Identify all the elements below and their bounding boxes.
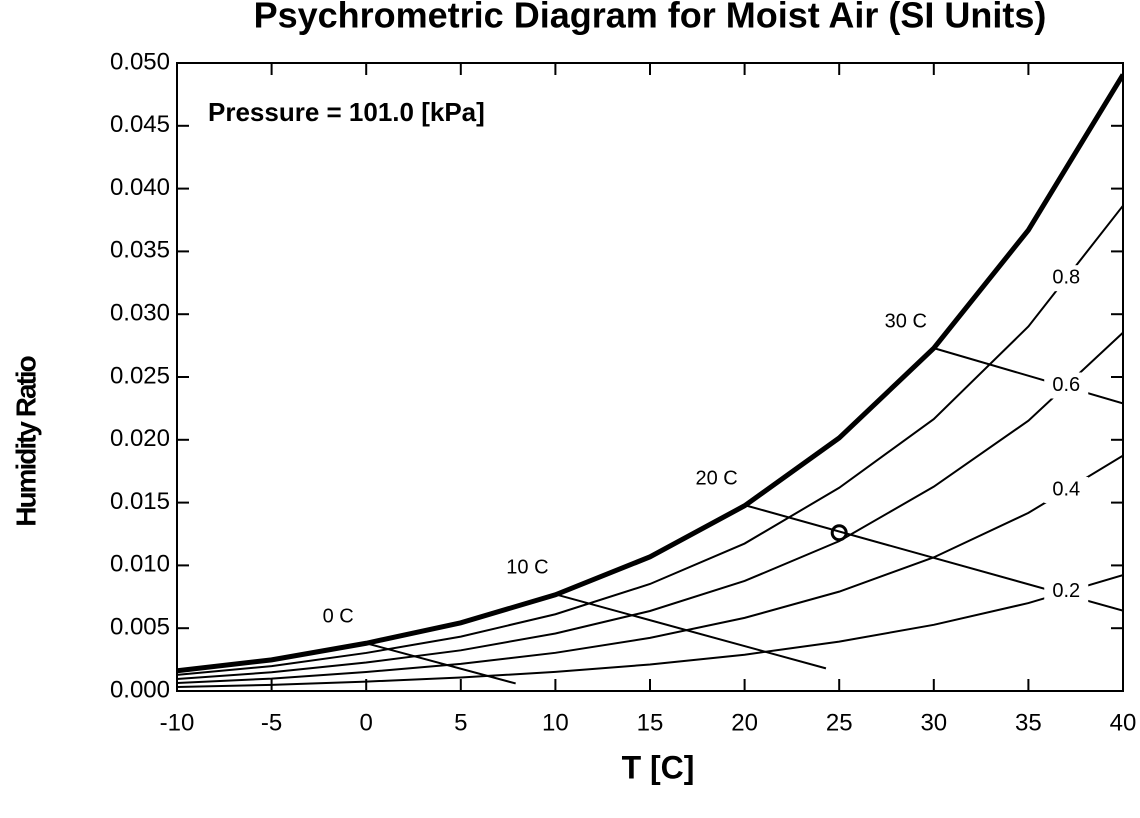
wet-bulb-line (933, 347, 1123, 405)
label-background (1044, 578, 1089, 605)
y-tick-label: 0.030 (110, 300, 170, 327)
x-tick-label: 30 (920, 709, 947, 736)
x-tick-label: 35 (1015, 709, 1042, 736)
label-background (1044, 265, 1089, 292)
relative-humidity-line (177, 454, 1123, 684)
x-tick-label: 5 (454, 709, 467, 736)
curve-label: 0.2 (1052, 580, 1080, 602)
x-tick-label: 10 (542, 709, 569, 736)
x-tick-label: 0 (360, 709, 373, 736)
y-axis-label: Humidity Ratio (10, 355, 41, 526)
wet-bulb-line (555, 593, 827, 670)
label-background (1044, 372, 1089, 399)
x-tick-label: 20 (731, 709, 758, 736)
y-tick-label: 0.020 (110, 425, 170, 452)
curve-label: 30 C (885, 310, 927, 332)
y-tick-label: 0.025 (110, 362, 170, 389)
plot-frame (176, 62, 1124, 692)
y-tick-label: 0.035 (110, 237, 170, 264)
label-background (1044, 476, 1089, 503)
x-axis-label: T [C] (622, 749, 695, 785)
x-tick-label: -5 (261, 709, 282, 736)
state-point (830, 524, 848, 542)
curve-label: 10 C (506, 557, 548, 579)
y-tick-label: 0.015 (110, 488, 170, 515)
wet-bulb-line (365, 642, 516, 685)
saturation-line (177, 73, 1123, 674)
x-tick-label: -10 (160, 709, 195, 736)
y-tick-label: 0.040 (110, 174, 170, 201)
annotation: Pressure = 101.0 [kPa] (208, 97, 485, 127)
curve-label: 0.6 (1052, 374, 1080, 396)
relative-humidity-line (177, 331, 1123, 680)
curve-label: 0.8 (1052, 266, 1080, 288)
x-tick-label: 40 (1110, 709, 1137, 736)
relative-humidity-line (177, 574, 1123, 688)
x-tick-label: 25 (826, 709, 853, 736)
y-tick-label: 0.045 (110, 111, 170, 138)
y-tick-label: 0.005 (110, 614, 170, 641)
x-tick-label: 15 (637, 709, 664, 736)
curve-label: 20 C (695, 467, 737, 489)
curve-label: 0 C (323, 606, 354, 628)
y-tick-label: 0.050 (110, 48, 170, 75)
relative-humidity-line (177, 205, 1123, 676)
y-tick-label: 0.010 (110, 551, 170, 578)
chart-title: Psychrometric Diagram for Moist Air (SI … (254, 0, 1047, 36)
y-tick-label: 0.000 (110, 676, 170, 703)
curve-label: 0.4 (1052, 478, 1080, 500)
